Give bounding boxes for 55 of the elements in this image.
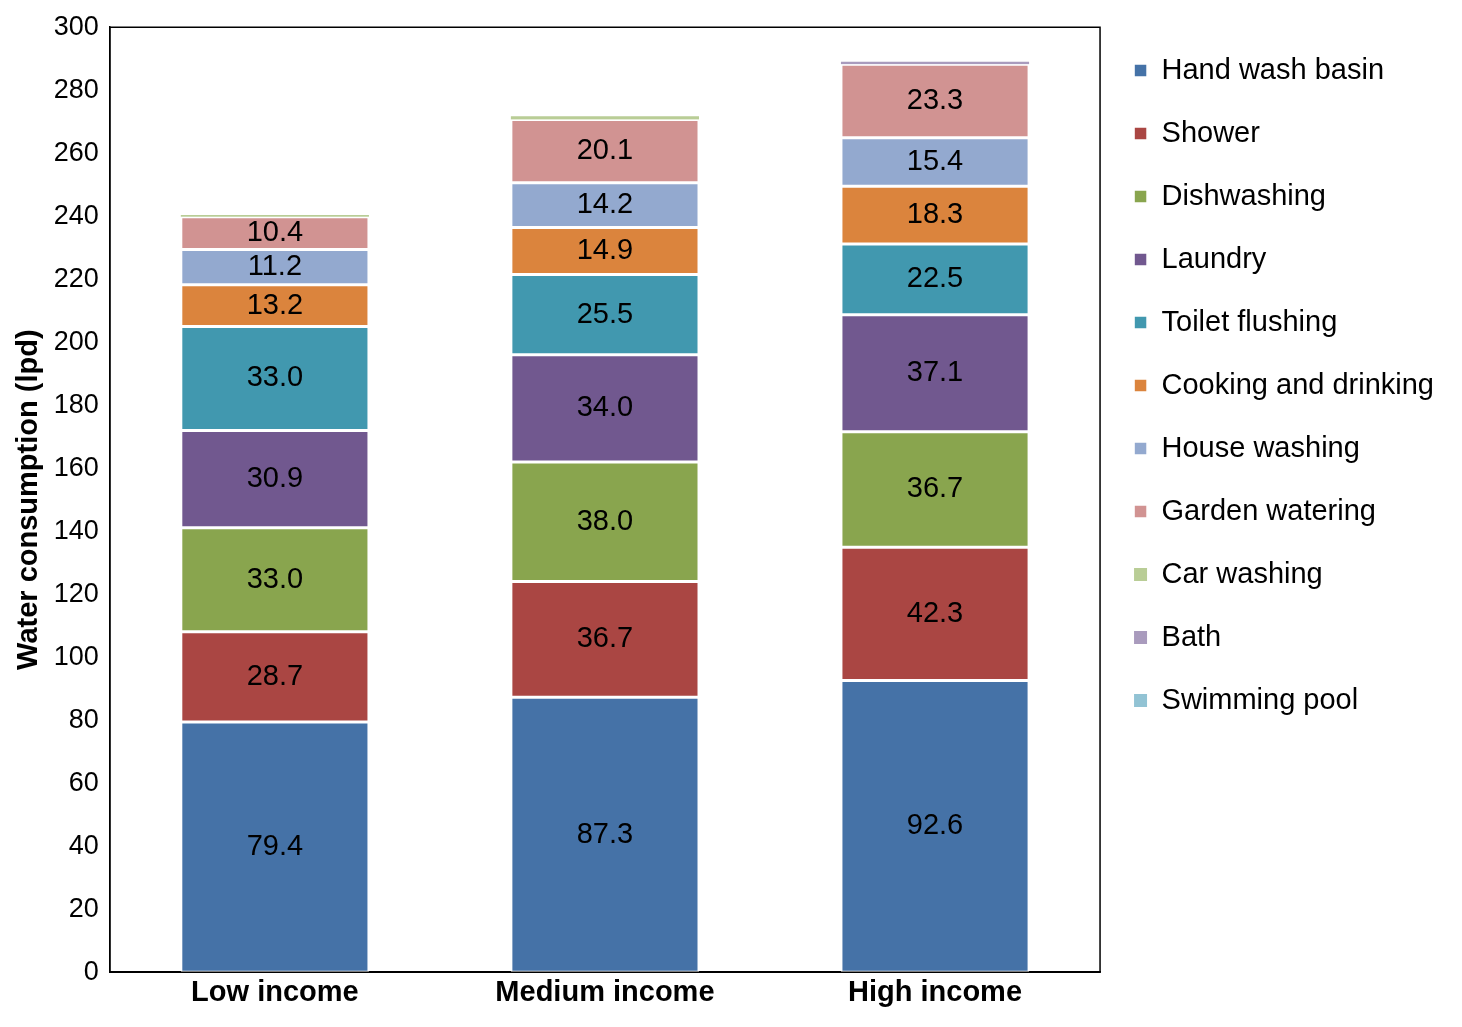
legend-label: Shower xyxy=(1161,115,1261,148)
y-tick-label: 80 xyxy=(68,703,99,734)
y-tick-label: 0 xyxy=(83,955,99,986)
data-label: 28.7 xyxy=(246,658,304,691)
data-label: 87.3 xyxy=(576,816,634,849)
y-tick-label: 20 xyxy=(68,892,99,923)
data-label: 36.7 xyxy=(576,621,634,654)
y-tick-label: 160 xyxy=(53,451,99,482)
data-label: 25.5 xyxy=(576,296,634,329)
legend-label: Swimming pool xyxy=(1161,682,1359,715)
y-tick-label: 200 xyxy=(53,325,99,356)
data-label: 36.7 xyxy=(906,471,964,504)
data-label: 37.1 xyxy=(906,355,964,388)
legend-label: House washing xyxy=(1161,430,1360,463)
y-tick-label: 100 xyxy=(53,640,99,671)
legend-label: Bath xyxy=(1161,619,1222,652)
y-tick-label: 260 xyxy=(53,136,99,167)
legend-label: Garden watering xyxy=(1161,493,1376,526)
data-label: 33.0 xyxy=(246,360,304,393)
y-tick-label: 240 xyxy=(53,199,99,230)
data-label: 11.2 xyxy=(247,249,303,282)
data-label: 18.3 xyxy=(906,197,964,230)
x-tick-label: Low income xyxy=(191,974,359,1007)
data-label: 10.4 xyxy=(246,215,304,248)
legend-label: Cooking and drinking xyxy=(1161,367,1435,400)
data-label: 22.5 xyxy=(906,261,964,294)
y-tick-label: 120 xyxy=(53,577,99,608)
data-label: 20.1 xyxy=(576,133,634,166)
data-label: 15.4 xyxy=(906,144,964,177)
y-tick-label: 60 xyxy=(68,766,99,797)
data-label: 34.0 xyxy=(576,390,634,423)
data-label: 92.6 xyxy=(906,808,964,841)
data-label: 42.3 xyxy=(906,595,964,628)
y-tick-label: 220 xyxy=(53,262,99,293)
data-label: 14.2 xyxy=(576,187,634,220)
data-label: 13.2 xyxy=(246,287,304,320)
data-label: 33.0 xyxy=(246,561,304,594)
data-label: 30.9 xyxy=(246,461,304,494)
legend-label: Toilet flushing xyxy=(1161,304,1338,337)
y-tick-label: 300 xyxy=(53,10,99,41)
legend-label: Hand wash basin xyxy=(1161,52,1385,85)
legend-label: Dishwashing xyxy=(1161,178,1326,211)
data-label: 14.9 xyxy=(576,233,634,266)
y-tick-label: 40 xyxy=(68,829,99,860)
legend-label: Car washing xyxy=(1161,556,1323,589)
y-axis-title: Water consumption (lpd) xyxy=(11,329,44,670)
y-tick-label: 280 xyxy=(53,73,99,104)
legend-label: Laundry xyxy=(1161,241,1267,274)
y-tick-label: 180 xyxy=(53,388,99,419)
y-tick-label: 140 xyxy=(53,514,99,545)
x-tick-label: High income xyxy=(848,974,1023,1007)
data-label: 79.4 xyxy=(246,829,304,862)
data-label: 38.0 xyxy=(576,503,634,536)
x-tick-label: Medium income xyxy=(495,974,715,1007)
data-label: 23.3 xyxy=(906,83,964,116)
